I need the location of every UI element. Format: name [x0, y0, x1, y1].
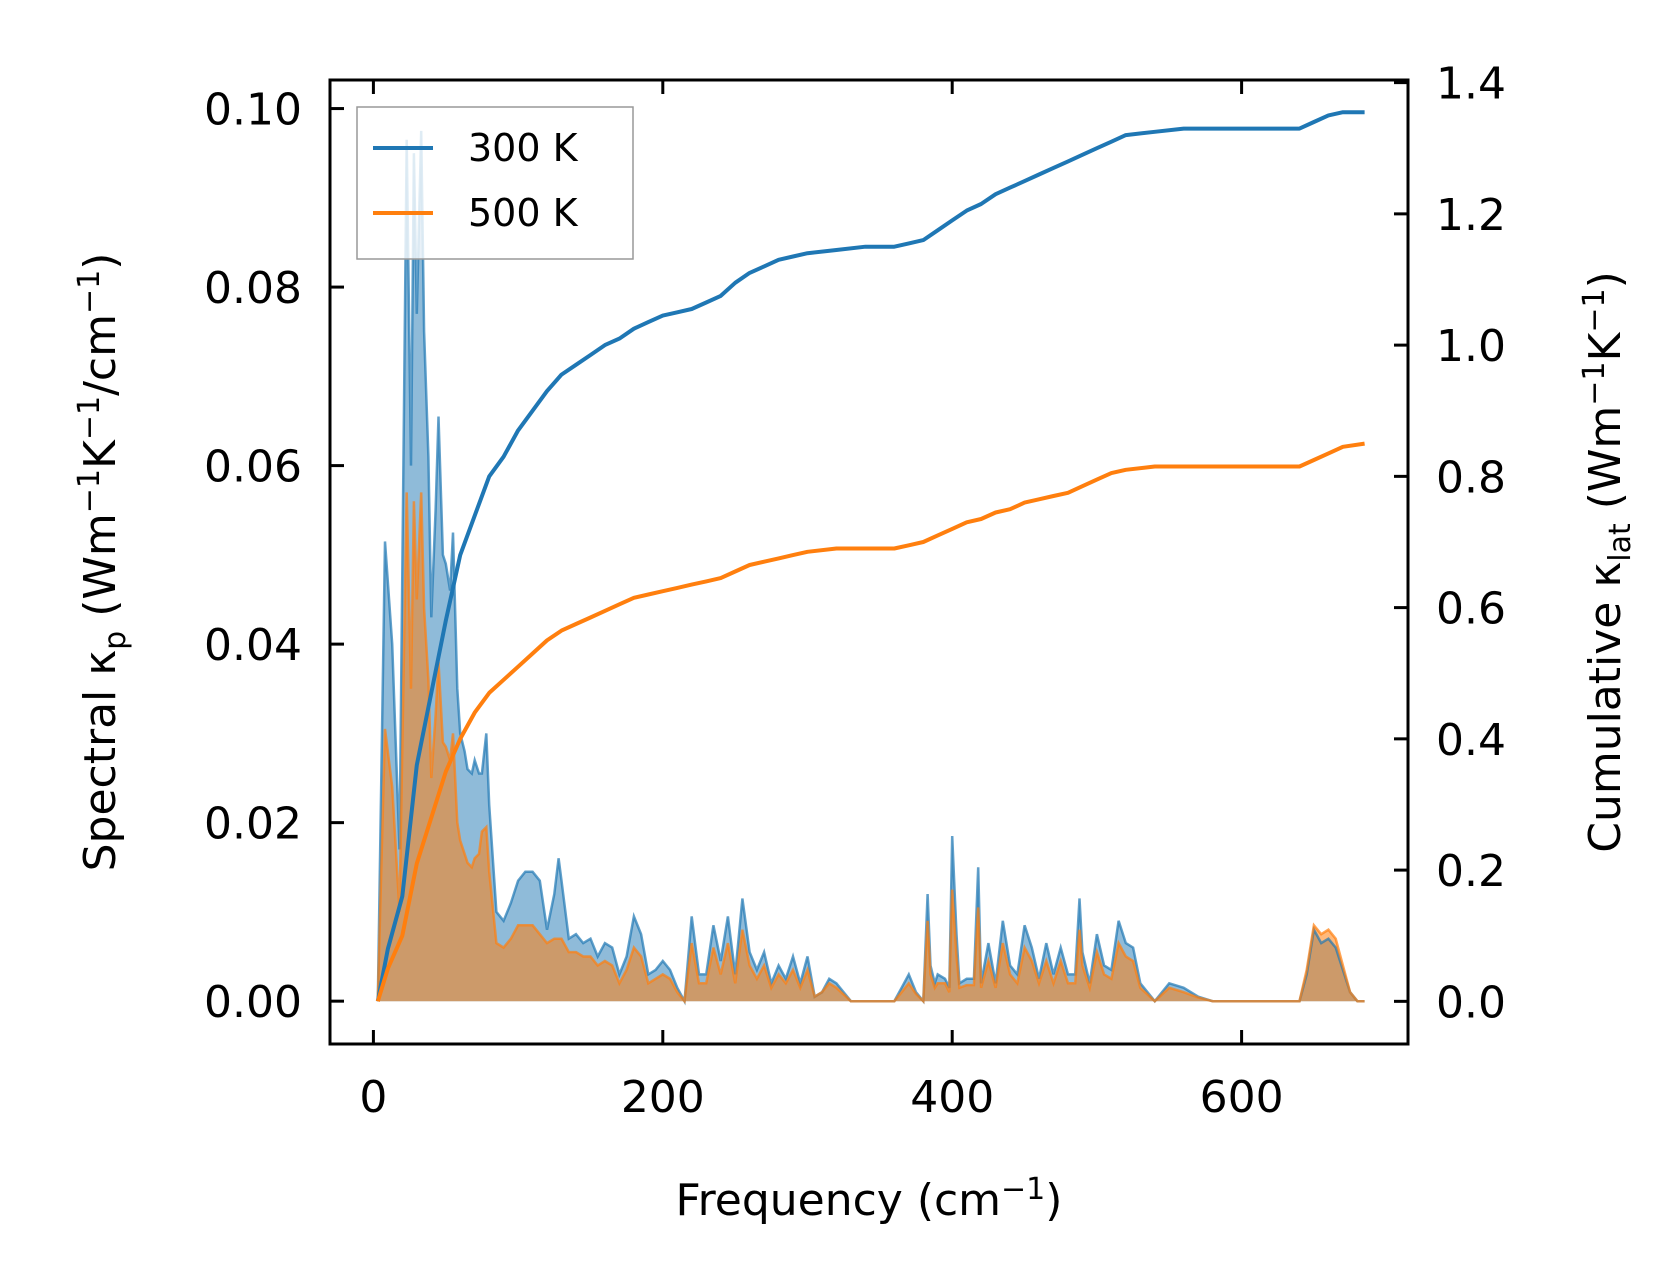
legend-label-300k: 300 K	[468, 126, 579, 170]
x-axis-label: Frequency (cm−1)	[676, 1172, 1063, 1226]
plot-area	[375, 110, 1365, 1006]
x-tick-label: 200	[621, 1072, 705, 1123]
spectral-lines	[376, 130, 1365, 1006]
y-axis-label-left: Spectral κp (Wm−1K−1/cm−1)	[72, 253, 133, 872]
spectral-fill-500k	[377, 492, 1365, 1002]
y-tick-label-right: 0.6	[1436, 584, 1506, 635]
y-tick-label-left: 0.06	[204, 442, 302, 493]
y-axis-label-right: Cumulative κlat (Wm−1K−1)	[1577, 271, 1638, 853]
y-tick-label-left: 0.08	[204, 263, 302, 314]
legend-box	[356, 106, 634, 260]
y-tick-label-right: 0.0	[1436, 977, 1506, 1028]
y-tick-label-right: 0.8	[1436, 452, 1506, 503]
y-tick-label-right: 1.2	[1436, 190, 1506, 241]
spectral-line-300k	[376, 130, 1365, 1006]
legend-label-500k: 500 K	[468, 191, 579, 235]
legend: 300 K 500 K	[356, 106, 634, 260]
cumulative-lines	[375, 110, 1365, 1002]
y-tick-label-left: 0.02	[204, 799, 302, 850]
spectral-line-500k	[376, 492, 1365, 1005]
x-tick-label: 600	[1200, 1072, 1284, 1123]
x-tick-label: 400	[910, 1072, 994, 1123]
y-tick-label-left: 0.10	[204, 85, 302, 136]
axis-ticks: 0 200 400 600 0.00 0.02 0.04 0.06 0.08 0.10 0.0 0.2…	[204, 59, 1506, 1123]
y-tick-label-right: 0.2	[1436, 846, 1506, 897]
y-tick-label-right: 1.4	[1436, 59, 1506, 110]
y-tick-label-left: 0.00	[204, 977, 302, 1028]
y-tick-label-right: 0.4	[1436, 715, 1506, 766]
y-tick-label-left: 0.04	[204, 620, 302, 671]
x-tick-label: 0	[359, 1072, 387, 1123]
plot-frame	[328, 78, 1410, 1046]
spectral-fills	[377, 130, 1365, 1002]
cumulative-line-300k	[375, 110, 1365, 1002]
cumulative-line-500k	[375, 441, 1365, 1002]
y-tick-label-right: 1.0	[1436, 321, 1506, 372]
